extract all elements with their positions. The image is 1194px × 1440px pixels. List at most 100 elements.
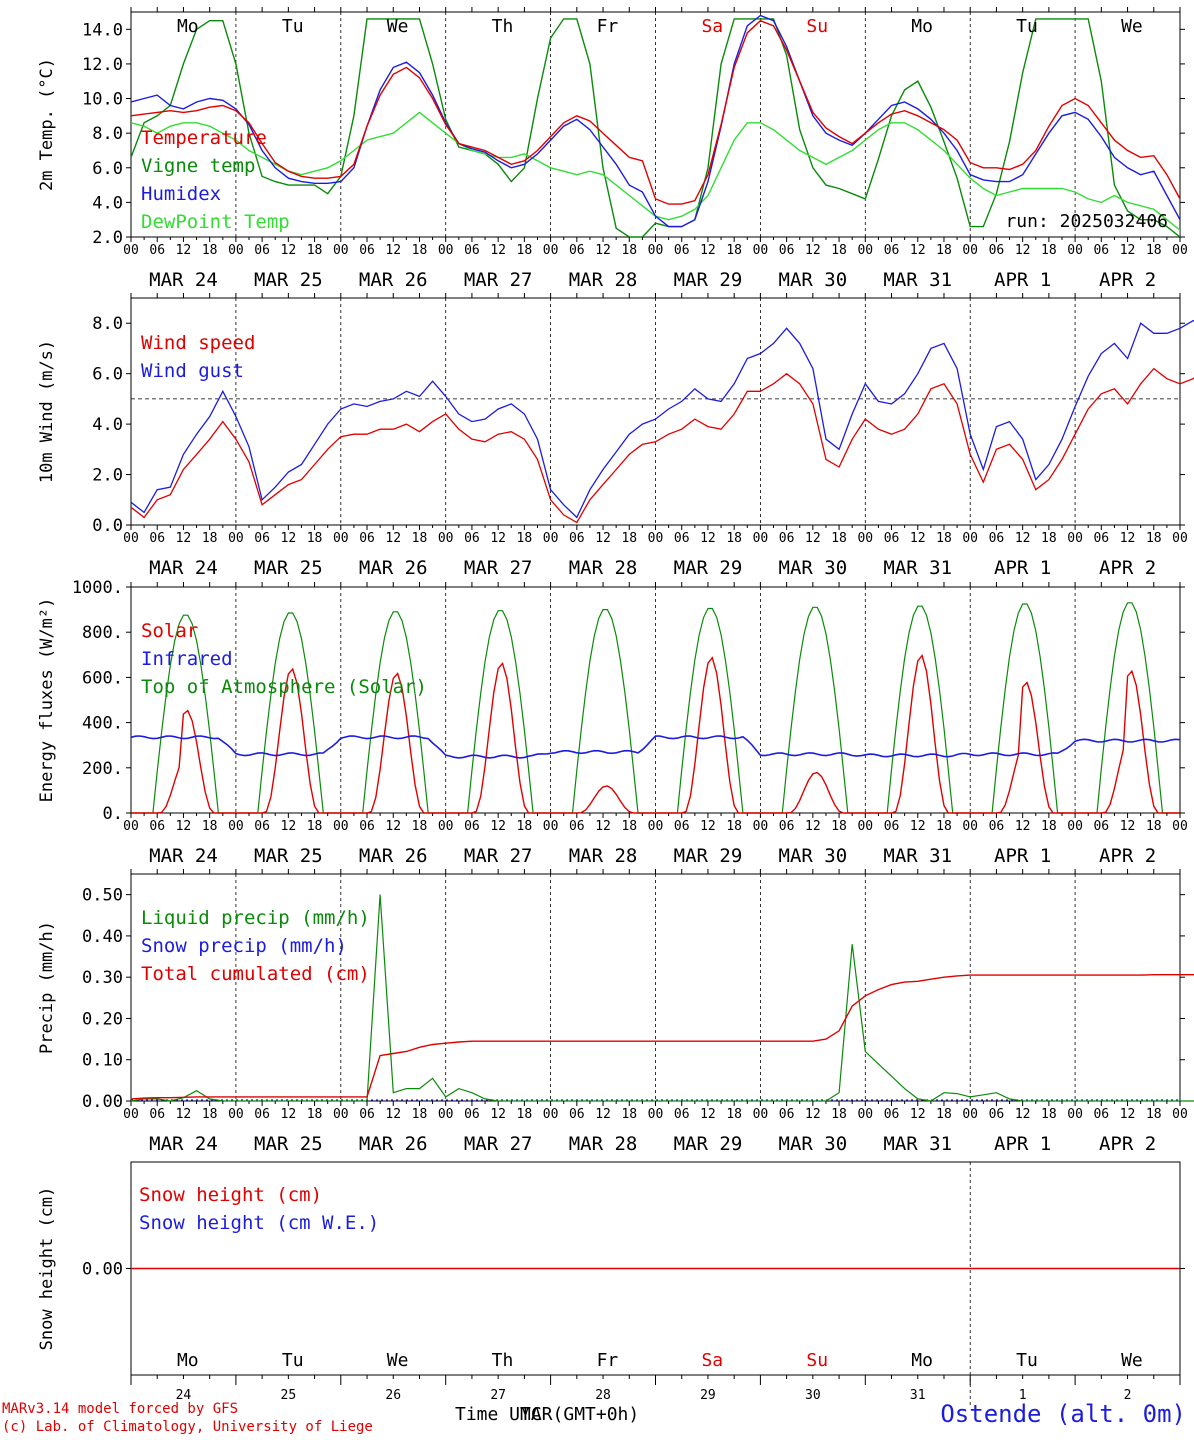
date-label: MAR 26 bbox=[359, 1133, 428, 1155]
weekday-label: Tu bbox=[282, 16, 304, 37]
hour-tick-label: 00 bbox=[648, 819, 664, 834]
hour-tick-label: 00 bbox=[648, 243, 664, 258]
date-label: APR 2 bbox=[1099, 557, 1156, 579]
date-label: MAR 25 bbox=[254, 269, 323, 291]
hour-tick-label: 18 bbox=[307, 531, 323, 546]
hour-tick-label: 18 bbox=[1146, 1107, 1162, 1122]
weekday-label: We bbox=[387, 1350, 409, 1371]
day-number-label: 2 bbox=[1124, 1388, 1132, 1403]
y-tick-label: 0. bbox=[103, 804, 123, 824]
y-axis-label: 10m Wind (m/s) bbox=[37, 340, 57, 483]
hour-tick-label: 12 bbox=[910, 819, 926, 834]
hour-tick-label: 12 bbox=[281, 243, 297, 258]
station-label: Ostende (alt. 0m) bbox=[940, 1400, 1186, 1428]
legend-snow-precip-mm-h-: Snow precip (mm/h) bbox=[141, 935, 347, 957]
date-label: MAR 25 bbox=[254, 1133, 323, 1155]
hour-tick-label: 06 bbox=[989, 243, 1005, 258]
hour-tick-label: 00 bbox=[1172, 819, 1188, 834]
y-tick-label: 10.0 bbox=[82, 90, 123, 110]
date-label: MAR 29 bbox=[674, 269, 743, 291]
weekday-label: Fr bbox=[597, 16, 619, 37]
model-credit-text: MARv3.14 model forced by GFS bbox=[2, 1401, 239, 1417]
hour-tick-label: 12 bbox=[490, 1107, 506, 1122]
hour-tick-label: 18 bbox=[726, 1107, 742, 1122]
y-tick-label: 800. bbox=[82, 623, 123, 643]
hour-tick-label: 06 bbox=[359, 1107, 375, 1122]
legend-infrared: Infrared bbox=[141, 648, 233, 670]
day-number-label: 30 bbox=[805, 1388, 821, 1403]
weekday-label: We bbox=[387, 16, 409, 37]
hour-tick-label: 00 bbox=[753, 531, 769, 546]
hour-tick-label: 12 bbox=[385, 819, 401, 834]
hour-tick-label: 00 bbox=[1067, 243, 1083, 258]
hour-tick-label: 18 bbox=[621, 1107, 637, 1122]
panel-frame bbox=[130, 11, 1181, 238]
hour-tick-label: 06 bbox=[149, 531, 165, 546]
date-label: MAR 29 bbox=[674, 845, 743, 867]
legend-wind-speed: Wind speed bbox=[141, 332, 255, 354]
hour-tick-label: 18 bbox=[307, 243, 323, 258]
hour-tick-label: 00 bbox=[1172, 531, 1188, 546]
hour-tick-label: 00 bbox=[123, 1107, 139, 1122]
day-number-label: 24 bbox=[176, 1388, 192, 1403]
hour-tick-label: 00 bbox=[753, 819, 769, 834]
hour-tick-label: 18 bbox=[726, 819, 742, 834]
hour-tick-label: 12 bbox=[176, 243, 192, 258]
hour-tick-label: 00 bbox=[962, 243, 978, 258]
panel-1 bbox=[126, 11, 1185, 238]
y-tick-label: 8.0 bbox=[92, 124, 123, 144]
hour-tick-label: 18 bbox=[307, 819, 323, 834]
hour-tick-label: 12 bbox=[910, 243, 926, 258]
hour-tick-label: 18 bbox=[1146, 531, 1162, 546]
lab-credit-text: (c) Lab. of Climatology, University of L… bbox=[2, 1419, 373, 1435]
hour-tick-label: 18 bbox=[831, 819, 847, 834]
hour-tick-label: 12 bbox=[700, 243, 716, 258]
hour-tick-label: 18 bbox=[412, 1107, 428, 1122]
hour-tick-label: 12 bbox=[805, 1107, 821, 1122]
hour-tick-label: 06 bbox=[1093, 819, 1109, 834]
day-number-label: 26 bbox=[385, 1388, 401, 1403]
hour-tick-label: 12 bbox=[700, 531, 716, 546]
date-label: APR 2 bbox=[1099, 845, 1156, 867]
y-tick-label: 4.0 bbox=[92, 415, 123, 435]
y-tick-label: 12.0 bbox=[82, 55, 123, 75]
date-label: MAR 24 bbox=[149, 845, 218, 867]
y-tick-label: 0.10 bbox=[82, 1051, 123, 1071]
legend-snow-height-cm-: Snow height (cm) bbox=[139, 1184, 322, 1206]
panel-2 bbox=[126, 297, 1194, 526]
hour-tick-label: 06 bbox=[464, 1107, 480, 1122]
series-temperature bbox=[131, 19, 1180, 205]
hour-tick-label: 06 bbox=[254, 531, 270, 546]
hour-tick-label: 12 bbox=[281, 531, 297, 546]
hour-tick-label: 18 bbox=[412, 243, 428, 258]
date-label: MAR 26 bbox=[359, 557, 428, 579]
hour-tick-label: 12 bbox=[176, 531, 192, 546]
series-dewpoint-temp bbox=[131, 111, 1180, 231]
hour-tick-label: 18 bbox=[517, 1107, 533, 1122]
hour-tick-label: 06 bbox=[569, 531, 585, 546]
hour-tick-label: 00 bbox=[857, 243, 873, 258]
date-label: MAR 28 bbox=[569, 557, 638, 579]
legend-temperature: Temperature bbox=[141, 127, 267, 149]
date-label: MAR 26 bbox=[359, 269, 428, 291]
hour-tick-label: 00 bbox=[228, 243, 244, 258]
time-axis-title: Time UTC (GMT+0h) bbox=[455, 1404, 640, 1425]
hour-tick-label: 06 bbox=[1093, 531, 1109, 546]
hour-tick-label: 12 bbox=[281, 1107, 297, 1122]
weekday-label: Fr bbox=[597, 1350, 619, 1371]
hour-tick-label: 06 bbox=[884, 531, 900, 546]
date-label: MAR 29 bbox=[674, 1133, 743, 1155]
series-wind-speed bbox=[130, 367, 1194, 524]
series-humidex bbox=[131, 14, 1180, 228]
y-tick-label: 1000. bbox=[72, 578, 123, 598]
hour-tick-label: 12 bbox=[176, 1107, 192, 1122]
date-label: MAR 28 bbox=[569, 1133, 638, 1155]
hour-tick-label: 18 bbox=[936, 531, 952, 546]
hour-tick-label: 18 bbox=[517, 243, 533, 258]
hour-tick-label: 12 bbox=[805, 531, 821, 546]
y-tick-label: 200. bbox=[82, 759, 123, 779]
hour-tick-label: 12 bbox=[595, 531, 611, 546]
hour-tick-label: 00 bbox=[543, 531, 559, 546]
weekday-label: Mo bbox=[911, 16, 933, 37]
y-tick-label: 600. bbox=[82, 668, 123, 688]
